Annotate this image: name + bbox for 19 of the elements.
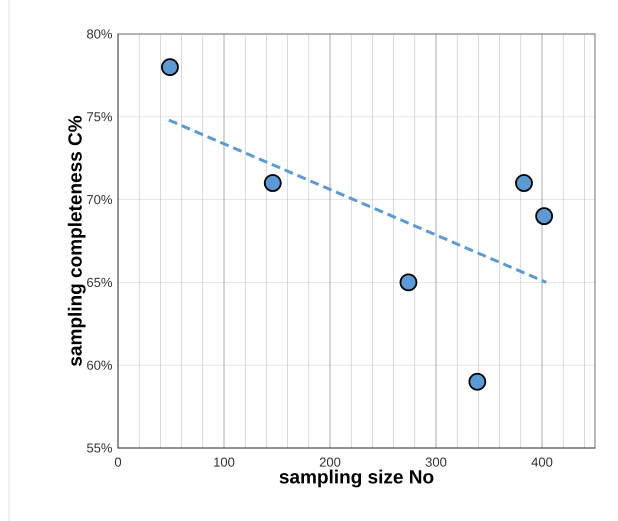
point [515,174,533,192]
y-tick-label: 70% [87,194,112,204]
point [535,207,554,226]
x-axis-title: sampling size No [280,470,434,488]
x-tick-label: 300 [426,458,446,467]
y-tick-label: 65% [87,278,112,287]
x-tick-label: 0 [114,458,122,467]
point [264,174,282,192]
point [468,372,486,391]
y-axis-title: sampling completeness C% [68,116,86,366]
point [161,58,179,76]
y-tick-label: 80% [87,29,112,39]
x-tick-label: 200 [320,458,340,467]
x-tick-label: 100 [214,458,234,467]
y-tick-label: 55% [86,443,112,453]
point [400,273,418,292]
y-tick-label: 60% [87,360,112,370]
x-tick-label: 400 [531,458,552,467]
y-tick-label: 75% [87,112,112,122]
